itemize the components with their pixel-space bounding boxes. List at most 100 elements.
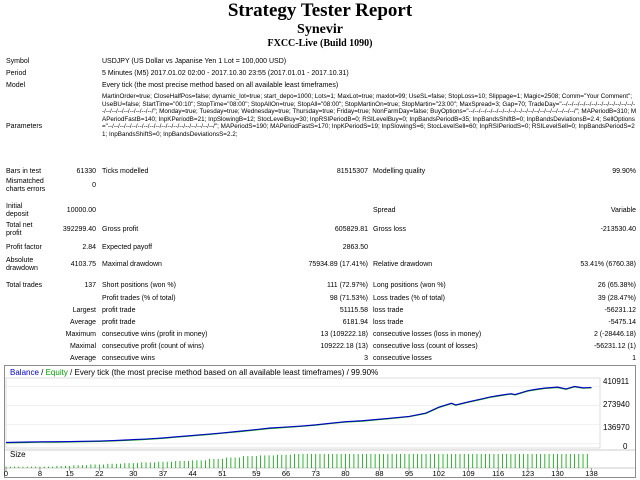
profit-factor-value: 2.84 (82, 244, 96, 251)
mismatch-value: 0 (92, 182, 96, 189)
y-tick-label: 273940 (603, 400, 630, 409)
max-consec-wins-label: consecutive wins (profit in money) (102, 331, 208, 338)
model-label: Model (6, 82, 26, 89)
rel-drawdown-value: 53.41% (6760.38) (580, 261, 636, 268)
parameters-label: Parameters (6, 123, 43, 130)
net-profit-value: 392299.40 (62, 226, 96, 233)
avg-consec-wins-label: consecutive wins (102, 355, 155, 362)
long-positions-label: Long positions (won %) (373, 282, 446, 289)
gross-loss-value: -213530.40 (600, 226, 636, 233)
maximal-consec-profit-value: 109222.18 (13) (320, 343, 368, 350)
spread-label: Spread (373, 207, 396, 214)
x-tick-label: 95 (404, 469, 414, 478)
x-tick-label: 37 (158, 469, 168, 478)
largest-loss-label: loss trade (373, 307, 404, 314)
x-tick-label: 15 (65, 469, 74, 478)
average-label: Average (70, 319, 96, 326)
bars-label: Bars in test (6, 168, 42, 175)
x-tick-label: 130 (551, 469, 564, 478)
x-tick-label: 0 (3, 469, 9, 478)
max-drawdown-label: Maximal drawdown (102, 261, 162, 268)
x-tick-label: 109 (462, 469, 475, 478)
long-positions-value: 26 (65.38%) (597, 282, 636, 289)
avg-consec-wins-value: 3 (364, 355, 368, 362)
period-label: Period (6, 70, 27, 77)
largest-profit-value: 51115.58 (339, 307, 368, 314)
short-positions-label: Short positions (won %) (102, 282, 176, 289)
expert-name: Synevir (297, 22, 343, 37)
ticks-label: Ticks modelled (102, 168, 149, 175)
legend-separator: / (38, 368, 46, 377)
balance-chart: Balance / Equity / Every tick (the most … (4, 365, 636, 478)
abs-drawdown-label-1: Absolute (6, 257, 34, 264)
legend-equity: Equity (45, 368, 68, 377)
abs-drawdown-value: 4103.75 (70, 261, 96, 268)
maximal-consec-profit-label: consecutive profit (count of wins) (102, 343, 204, 350)
max-drawdown-value: 75934.89 (17.41%) (308, 261, 368, 268)
expected-payoff-value: 2863.50 (342, 244, 368, 251)
abs-drawdown-label-2: drawdown (6, 265, 38, 272)
plot-area (5, 377, 601, 449)
maximal-consec-loss-value: -56231.12 (1) (593, 343, 636, 350)
deposit-label-2: deposit (6, 211, 29, 218)
server-build: FXCC-Live (Build 1090) (267, 38, 373, 49)
size-label: Size (10, 450, 26, 459)
model-value: Every tick (the most precise method base… (102, 82, 339, 89)
x-tick-label: 59 (252, 469, 261, 478)
expected-payoff-label: Expected payoff (102, 244, 153, 251)
mismatch-label-2: charts errors (6, 186, 46, 193)
largest-profit-label: profit trade (102, 307, 136, 314)
average-loss-label: loss trade (373, 319, 404, 326)
y-tick-label: 136970 (603, 423, 630, 432)
maximal-label: Maximal (69, 343, 96, 350)
quality-value: 99.90% (612, 168, 636, 175)
maximum-label: Maximum (65, 331, 96, 338)
average-label-2: Average (70, 355, 96, 362)
period-value: 5 Minutes (M5) 2017.01.02 02:00 - 2017.1… (102, 70, 349, 77)
loss-trades-value: 39 (28.47%) (597, 295, 636, 302)
total-trades-label: Total trades (6, 282, 43, 289)
profit-trades-value: 98 (71.53%) (329, 295, 368, 302)
symbol-label: Symbol (6, 58, 30, 65)
x-tick-label: 116 (492, 469, 505, 478)
max-consec-wins-value: 13 (109222.18) (320, 331, 368, 338)
largest-loss-value: -56231.12 (604, 307, 636, 314)
x-tick-label: 138 (585, 469, 598, 478)
maximal-consec-loss-label: consecutive loss (count of losses) (373, 343, 478, 350)
mismatch-label-1: Mismatched (6, 178, 44, 185)
balance-chart-svg (5, 377, 635, 471)
x-tick-label: 44 (188, 469, 197, 478)
max-consec-losses-value: 2 (-28446.18) (593, 331, 636, 338)
symbol-value: USDJPY (US Dollar vs Japanise Yen 1 Lot … (102, 58, 287, 65)
x-tick-label: 22 (95, 469, 104, 478)
max-consec-losses-label: consecutive losses (loss in money) (373, 331, 482, 338)
report-title: Strategy Tester Report (227, 0, 413, 21)
profit-trades-label: Profit trades (% of total) (102, 295, 176, 302)
x-tick-label: 66 (281, 469, 291, 478)
short-positions-value: 111 (72.97%) (327, 282, 368, 289)
x-tick-label: 30 (129, 469, 138, 478)
net-profit-label-2: profit (6, 230, 22, 237)
x-tick-label: 88 (375, 469, 384, 478)
deposit-value: 10000.00 (66, 207, 96, 214)
largest-label: Largest (72, 307, 96, 314)
average-loss-value: -5475.14 (608, 319, 636, 326)
spread-value: Variable (610, 207, 636, 214)
net-profit-label-1: Total net (6, 222, 33, 229)
avg-consec-losses-label: consecutive losses (373, 355, 432, 362)
x-tick-label: 8 (37, 469, 43, 478)
loss-trades-label: Loss trades (% of total) (373, 295, 445, 302)
gross-profit-value: 605829.81 (334, 226, 368, 233)
average-profit-value: 6181.94 (342, 319, 368, 326)
equity-line (5, 386, 592, 444)
x-tick-label: 102 (432, 469, 446, 478)
total-trades-value: 137 (84, 282, 96, 289)
avg-consec-losses-value: 1 (632, 355, 636, 362)
gross-loss-label: Gross loss (373, 226, 407, 233)
legend-description: / Every tick (the most precise method ba… (67, 368, 379, 377)
x-tick-label: 73 (311, 469, 320, 478)
balance-line (5, 385, 592, 443)
profit-factor-label: Profit factor (6, 244, 42, 251)
bars-value: 61330 (76, 168, 96, 175)
x-tick-label: 80 (341, 469, 350, 478)
